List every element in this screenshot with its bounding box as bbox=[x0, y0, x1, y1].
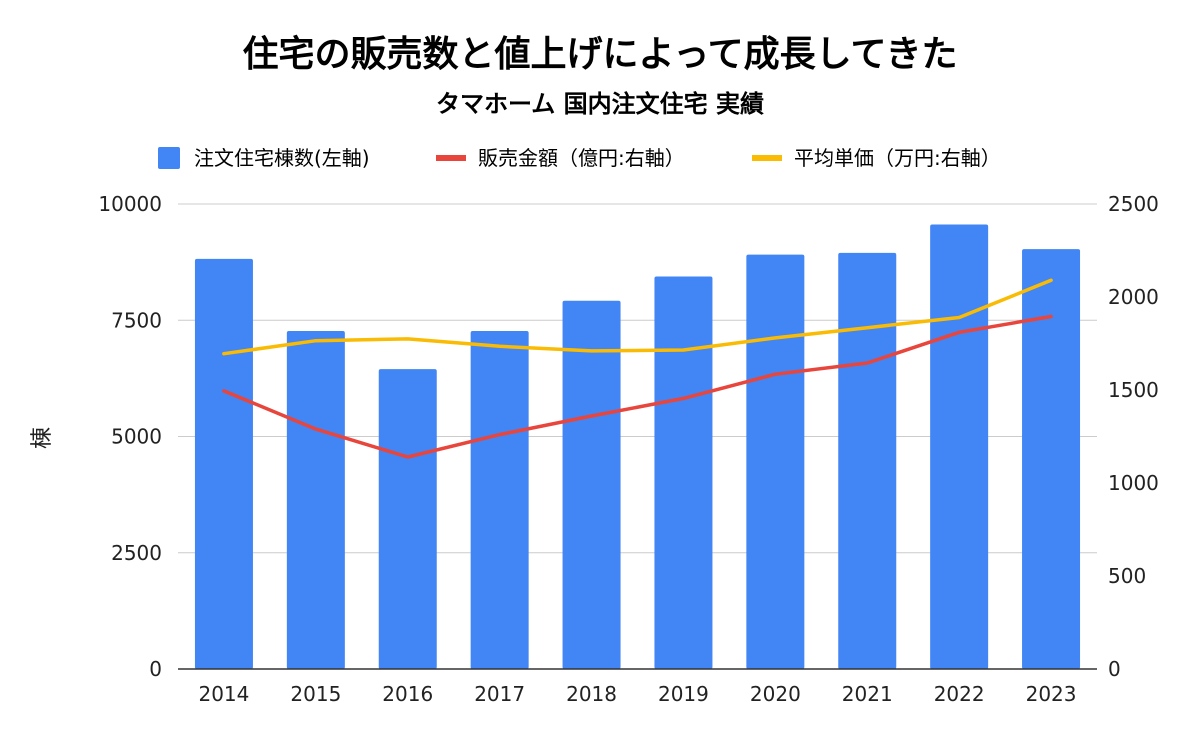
legend: 注文住宅棟数(左軸) 販売金額（億円:右軸） 平均単価（万円:右軸） bbox=[158, 146, 1001, 170]
x-tick-label: 2018 bbox=[566, 682, 617, 706]
x-tick-label: 2023 bbox=[1026, 682, 1077, 706]
bar-2021 bbox=[838, 252, 897, 669]
x-tick-label: 2020 bbox=[750, 682, 801, 706]
bar-2014 bbox=[194, 258, 253, 669]
legend-label: 注文住宅棟数(左軸) bbox=[194, 146, 370, 170]
bar-2016 bbox=[378, 369, 437, 669]
bar-2019 bbox=[654, 276, 713, 669]
chart-title: 住宅の販売数と値上げによって成長してきた bbox=[243, 33, 958, 75]
legend-label: 平均単価（万円:右軸） bbox=[794, 146, 1001, 170]
axes: 0 2500 5000 7500 10000 0 500 1000 1500 2000 2500 20… bbox=[98, 192, 1159, 706]
x-tick-label: 2016 bbox=[382, 682, 433, 706]
bar-2015 bbox=[286, 330, 345, 669]
x-tick-label: 2019 bbox=[658, 682, 709, 706]
y-left-tick-label: 7500 bbox=[111, 308, 162, 332]
x-tick-label: 2017 bbox=[474, 682, 525, 706]
bar-2018 bbox=[562, 300, 621, 669]
bar-2017 bbox=[470, 330, 529, 669]
x-tick-label: 2022 bbox=[934, 682, 985, 706]
bar-series bbox=[194, 224, 1081, 670]
y-right-tick-label: 1500 bbox=[1108, 378, 1159, 402]
y-left-tick-label: 0 bbox=[149, 657, 162, 681]
y-right-tick-label: 0 bbox=[1108, 657, 1121, 681]
y-left-tick-label: 10000 bbox=[98, 192, 162, 216]
bar-2022 bbox=[930, 224, 989, 669]
line-series bbox=[222, 278, 1053, 459]
x-tick-label: 2015 bbox=[290, 682, 341, 706]
y-left-tick-label: 5000 bbox=[111, 425, 162, 449]
line-series-2 bbox=[222, 278, 1053, 356]
y-axis-label: 棟 bbox=[30, 427, 55, 449]
line-series-1 bbox=[222, 314, 1053, 459]
bar-2023 bbox=[1022, 249, 1081, 670]
x-tick-label: 2014 bbox=[198, 682, 249, 706]
y-right-tick-label: 500 bbox=[1108, 564, 1146, 588]
y-right-tick-label: 2000 bbox=[1108, 285, 1159, 309]
y-left-tick-label: 2500 bbox=[111, 541, 162, 565]
y-right-tick-label: 2500 bbox=[1108, 192, 1159, 216]
bar-2020 bbox=[746, 254, 805, 669]
y-right-tick-label: 1000 bbox=[1108, 471, 1159, 495]
legend-label: 販売金額（億円:右軸） bbox=[478, 146, 685, 170]
chart-subtitle: タマホーム 国内注文住宅 実績 bbox=[436, 90, 764, 118]
x-tick-label: 2021 bbox=[842, 682, 893, 706]
legend-swatch-bar bbox=[158, 147, 180, 169]
